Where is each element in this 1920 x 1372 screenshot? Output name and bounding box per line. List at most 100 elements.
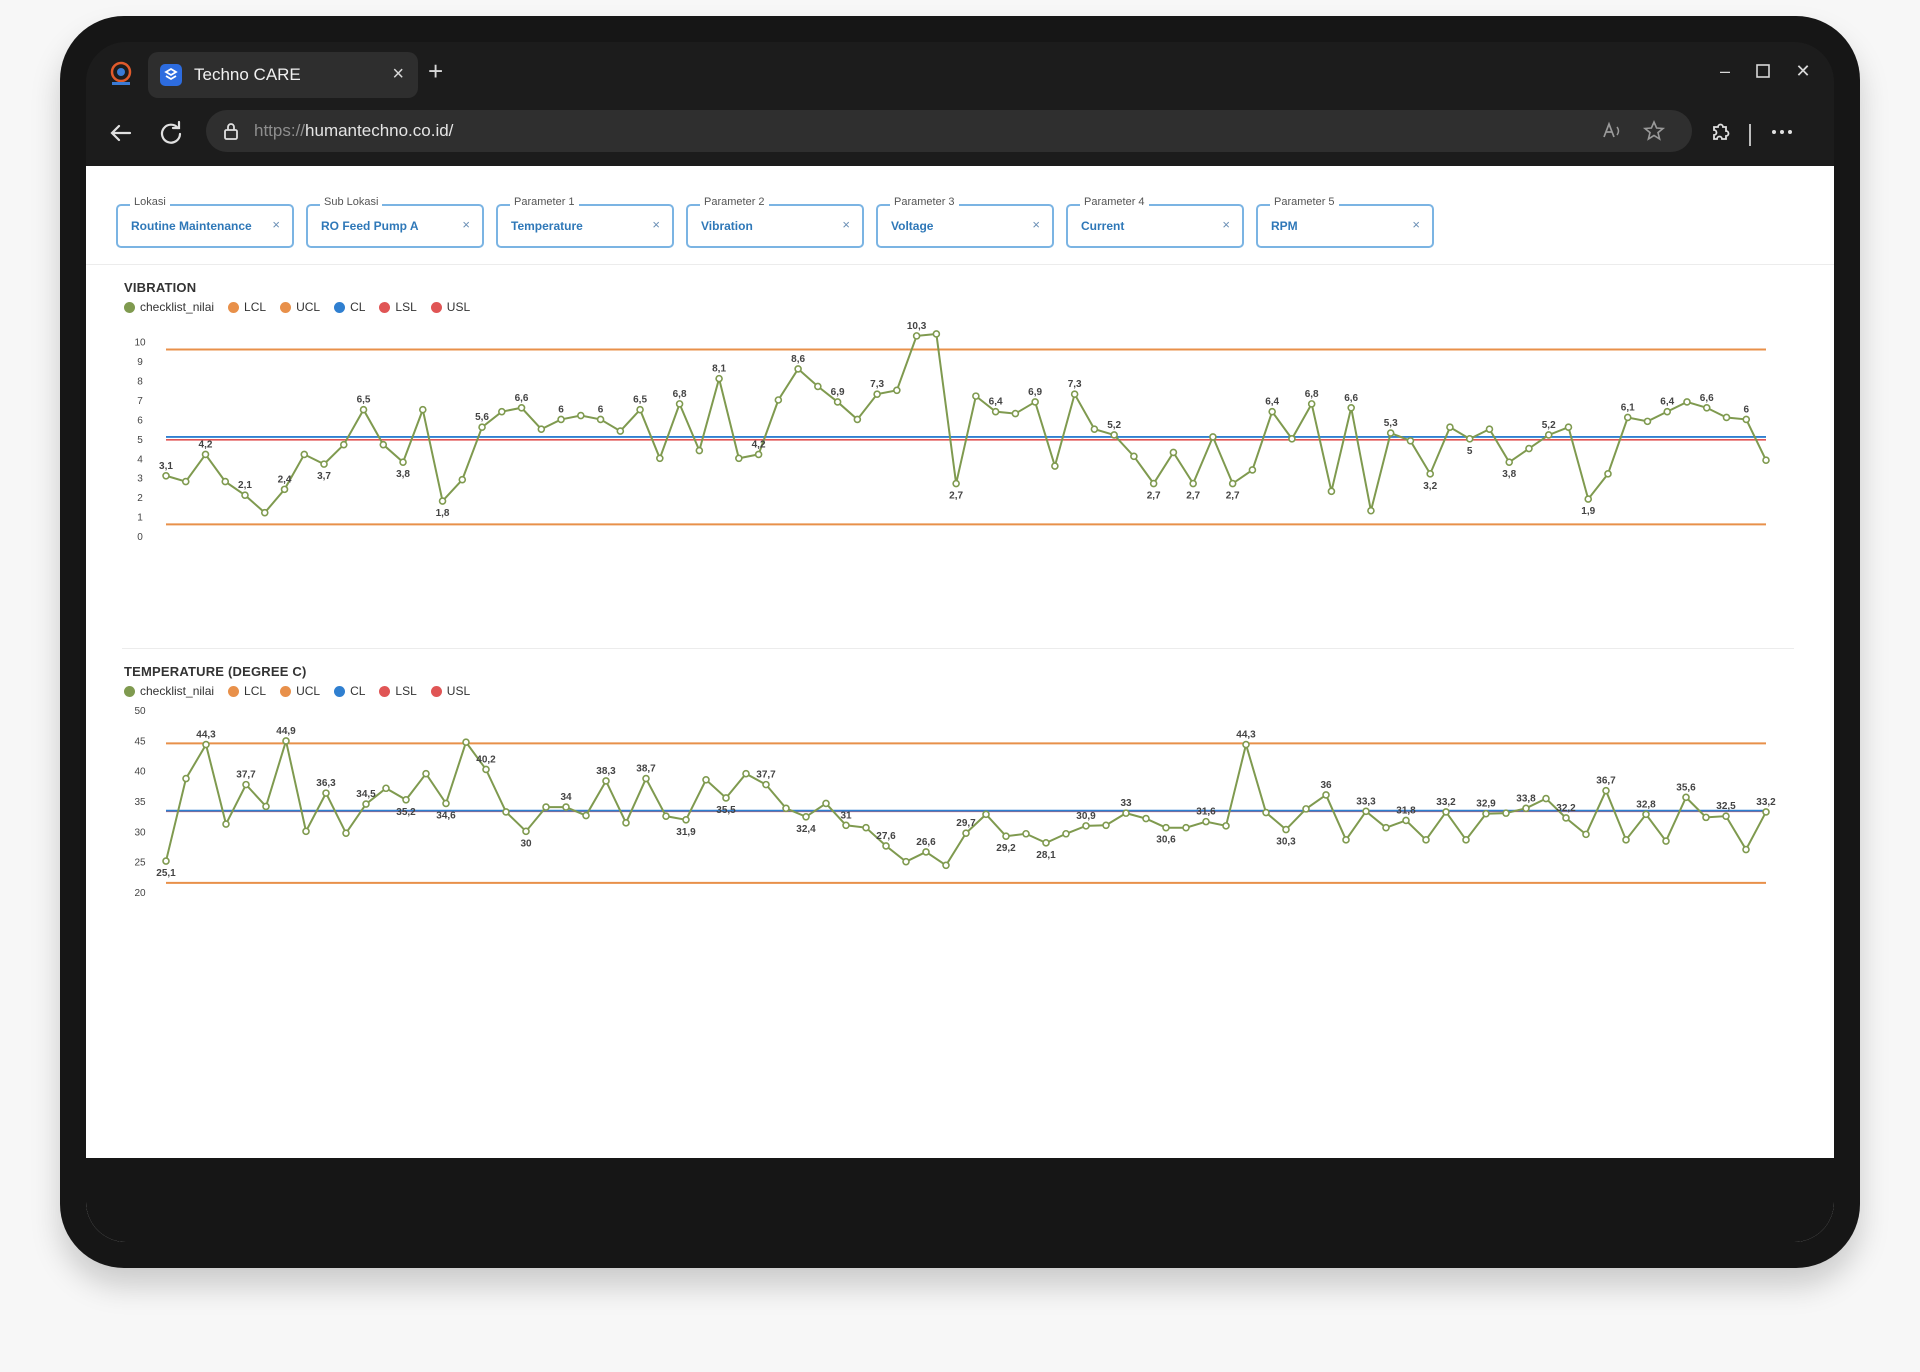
data-point[interactable] [280, 485, 289, 494]
data-point[interactable] [542, 803, 550, 811]
data-point[interactable] [1090, 425, 1099, 433]
data-point[interactable] [1082, 822, 1090, 830]
data-point[interactable] [1422, 836, 1430, 844]
data-point[interactable] [1643, 417, 1652, 426]
data-point[interactable] [1122, 809, 1130, 817]
data-point[interactable] [1584, 495, 1593, 503]
data-point[interactable] [300, 450, 309, 459]
data-point[interactable] [201, 450, 210, 459]
data-point[interactable] [1642, 810, 1650, 819]
data-point[interactable] [1302, 805, 1310, 813]
more-options-icon[interactable] [1768, 118, 1796, 146]
filter-parameter-4[interactable]: Parameter 4 Current × [1066, 196, 1244, 248]
data-point[interactable] [1762, 456, 1770, 465]
data-point[interactable] [873, 390, 881, 398]
data-point[interactable] [478, 423, 486, 431]
data-point[interactable] [922, 848, 930, 856]
data-point[interactable] [642, 774, 650, 783]
data-point[interactable] [715, 374, 723, 383]
data-point[interactable] [1522, 804, 1530, 813]
clear-icon[interactable]: × [1222, 217, 1230, 232]
data-point[interactable] [1722, 812, 1730, 820]
data-point[interactable] [1367, 506, 1375, 515]
data-point[interactable] [1202, 817, 1210, 826]
data-point[interactable] [1307, 400, 1316, 408]
data-point[interactable] [359, 405, 368, 414]
data-point[interactable] [1011, 409, 1020, 418]
legend-item-cl[interactable]: CL [334, 300, 365, 314]
data-point[interactable] [1525, 444, 1533, 453]
data-point[interactable] [282, 737, 290, 745]
data-point[interactable] [912, 332, 921, 340]
filter-parameter-1[interactable]: Parameter 1 Temperature × [496, 196, 674, 248]
data-point[interactable] [1189, 479, 1197, 488]
data-point[interactable] [302, 827, 310, 836]
clear-icon[interactable]: × [1032, 217, 1040, 232]
data-point[interactable] [1663, 407, 1672, 416]
data-point[interactable] [1742, 415, 1751, 424]
data-point[interactable] [438, 497, 447, 505]
data-point[interactable] [1002, 832, 1010, 840]
data-point[interactable] [322, 789, 330, 797]
data-point[interactable] [662, 812, 670, 820]
filter-lokasi[interactable]: Lokasi Routine Maintenance × [116, 196, 294, 248]
data-point[interactable] [320, 460, 328, 468]
data-point[interactable] [1682, 793, 1690, 802]
data-point[interactable] [339, 440, 348, 449]
data-point[interactable] [1169, 448, 1178, 457]
data-point[interactable] [418, 405, 427, 414]
data-point[interactable] [1042, 839, 1050, 847]
data-point[interactable] [1062, 829, 1070, 838]
data-point[interactable] [682, 816, 690, 824]
minimize-icon[interactable]: – [1719, 61, 1730, 81]
url-text[interactable]: https://humantechno.co.id/ [254, 121, 453, 141]
data-point[interactable] [1562, 814, 1570, 822]
data-point[interactable] [582, 811, 590, 820]
data-point[interactable] [462, 738, 470, 746]
new-tab-icon[interactable]: + [428, 56, 444, 86]
data-point[interactable] [1327, 487, 1336, 496]
data-point[interactable] [853, 415, 862, 424]
data-point[interactable] [1282, 825, 1290, 834]
data-point[interactable] [774, 396, 783, 404]
data-point[interactable] [735, 454, 743, 463]
data-point[interactable] [794, 365, 802, 373]
data-point[interactable] [537, 425, 546, 433]
data-point[interactable] [1662, 837, 1670, 845]
data-point[interactable] [1182, 823, 1190, 832]
data-point[interactable] [982, 810, 990, 819]
legend-item-cl[interactable]: CL [334, 684, 365, 698]
data-point[interactable] [162, 857, 170, 865]
data-point[interactable] [1402, 816, 1410, 825]
data-point[interactable] [882, 842, 890, 850]
data-point[interactable] [952, 479, 960, 488]
data-point[interactable] [1683, 398, 1691, 406]
reload-icon[interactable] [154, 116, 188, 150]
data-point[interactable] [241, 491, 249, 499]
address-bar[interactable]: https://humantechno.co.id/ [206, 110, 1692, 152]
data-point[interactable] [202, 740, 210, 749]
data-point[interactable] [1426, 470, 1434, 478]
data-point[interactable] [1386, 429, 1395, 437]
data-point[interactable] [399, 458, 407, 466]
data-point[interactable] [991, 407, 1000, 416]
data-point[interactable] [962, 829, 970, 837]
tab-close-icon[interactable]: × [392, 63, 404, 85]
legend-item-usl[interactable]: USL [430, 684, 470, 698]
data-point[interactable] [242, 780, 250, 789]
data-point[interactable] [162, 471, 170, 480]
data-point[interactable] [656, 454, 664, 463]
data-point[interactable] [458, 475, 467, 484]
data-point[interactable] [1242, 740, 1250, 749]
legend-item-lcl[interactable]: LCL [228, 300, 266, 314]
data-point[interactable] [1362, 807, 1370, 816]
data-point[interactable] [1022, 829, 1030, 838]
close-window-icon[interactable]: ✕ [1795, 61, 1811, 81]
data-point[interactable] [722, 794, 730, 802]
data-point[interactable] [1544, 431, 1553, 439]
data-point[interactable] [1248, 466, 1257, 474]
data-point[interactable] [1347, 403, 1355, 412]
lock-icon[interactable] [222, 121, 240, 141]
tab-techno-care[interactable]: Techno CARE × [148, 52, 418, 98]
data-point[interactable] [782, 804, 790, 813]
